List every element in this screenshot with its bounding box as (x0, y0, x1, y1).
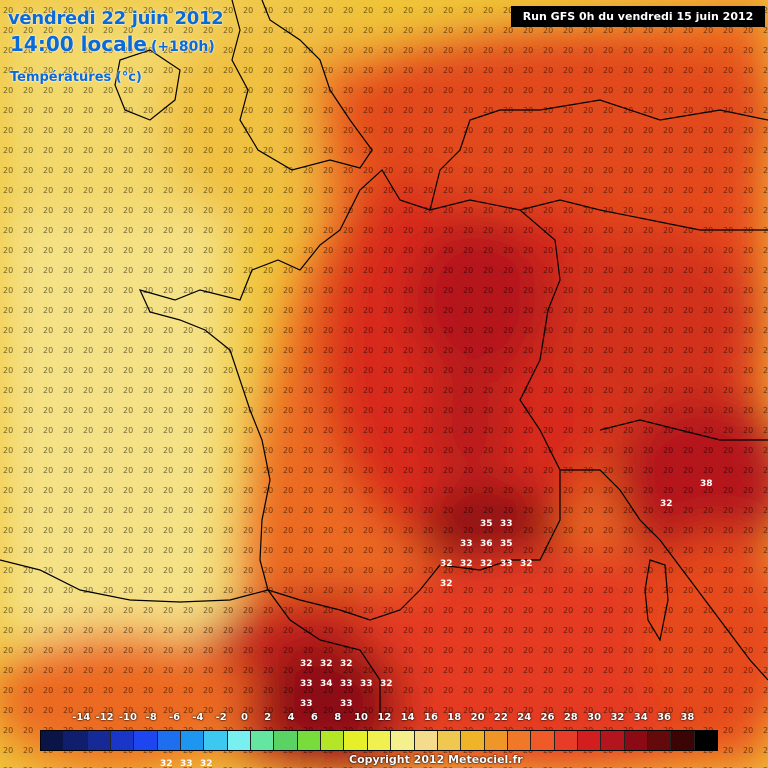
map-value: 32 (660, 499, 673, 509)
map-value: 32 (160, 759, 173, 768)
legend-label: -10 (118, 712, 137, 723)
legend-label: 34 (633, 712, 648, 723)
legend-label: 0 (240, 712, 248, 723)
legend-swatch (134, 731, 158, 750)
map-value: 33 (500, 519, 513, 529)
map-value: 32 (440, 579, 453, 589)
legend-swatch (297, 731, 322, 750)
legend-swatch (601, 731, 625, 750)
map-value: 34 (320, 679, 333, 689)
forecast-date: vendredi 22 juin 2012 (8, 8, 224, 29)
legend-label: -2 (215, 712, 227, 723)
legend-label: 36 (657, 712, 672, 723)
legend-swatch (251, 731, 275, 750)
legend-label: 22 (493, 712, 508, 723)
forecast-horizon: (+180h) (151, 39, 215, 55)
map-value: 33 (180, 759, 193, 768)
legend-swatch (507, 731, 532, 750)
map-value: 35 (500, 539, 513, 549)
map-value: 33 (460, 539, 473, 549)
legend-label: -8 (145, 712, 157, 723)
legend-swatch (111, 731, 135, 750)
coastlines (0, 0, 768, 720)
map-value: 38 (700, 479, 713, 489)
map-value: 33 (300, 699, 313, 709)
legend-label: 20 (470, 712, 485, 723)
map-value: 32 (480, 559, 493, 569)
legend-label: 24 (517, 712, 532, 723)
legend-swatch (671, 731, 695, 750)
legend-swatch (484, 731, 508, 750)
legend-swatch (647, 731, 672, 750)
hotspot-labels: 35 33 33 36 35 32 32 32 33 32 32 32 32 3… (160, 479, 713, 768)
legend-label: 14 (400, 712, 415, 723)
legend-swatch (321, 731, 345, 750)
legend-label: -12 (95, 712, 114, 723)
legend-label: 38 (680, 712, 695, 723)
run-info: Run GFS 0h du vendredi 15 juin 2012 (511, 6, 765, 27)
legend-label: 4 (287, 712, 295, 723)
map-value: 33 (500, 559, 513, 569)
legend-label: -14 (72, 712, 91, 723)
map-value: 33 (340, 679, 353, 689)
legend-swatch (694, 731, 717, 750)
map-value: 33 (340, 699, 353, 709)
map-value: 32 (380, 679, 393, 689)
legend-label: 12 (377, 712, 392, 723)
parameter-label: Températures (°c) (10, 70, 142, 85)
legend-swatch (531, 731, 555, 750)
legend-swatch (87, 731, 112, 750)
map-value: 32 (320, 659, 333, 669)
legend-swatch (41, 731, 65, 750)
copyright: Copyright 2012 Meteociel.fr (349, 753, 523, 766)
forecast-time-label: 14:00 locale (10, 32, 147, 56)
legend-swatch (157, 731, 182, 750)
legend-swatch (344, 731, 368, 750)
legend-label: -4 (192, 712, 204, 723)
legend-swatch (274, 731, 298, 750)
map-value: 36 (480, 539, 493, 549)
legend-label: 26 (540, 712, 555, 723)
map-value: 33 (360, 679, 373, 689)
color-scale (40, 730, 718, 751)
legend-swatch (461, 731, 485, 750)
map-value: 32 (200, 759, 213, 768)
legend-swatch (624, 731, 648, 750)
legend-label: -6 (168, 712, 181, 723)
legend-swatch (554, 731, 578, 750)
map-value: 33 (300, 679, 313, 689)
forecast-time: 14:00 locale (+180h) (10, 32, 215, 56)
legend-swatch (414, 731, 438, 750)
map-value: 32 (300, 659, 313, 669)
legend-label: 6 (310, 712, 318, 723)
legend-swatch (577, 731, 602, 750)
legend-label: 30 (587, 712, 602, 723)
map-value: 32 (520, 559, 533, 569)
legend-label: 18 (447, 712, 462, 723)
legend-swatch (437, 731, 462, 750)
legend-swatch (227, 731, 252, 750)
legend-label: 32 (610, 712, 625, 723)
map-value: 32 (340, 659, 353, 669)
legend-swatch (391, 731, 415, 750)
legend-label: 16 (423, 712, 438, 723)
map-value: 32 (460, 559, 473, 569)
legend-swatch (64, 731, 88, 750)
legend-label: 28 (563, 712, 578, 723)
legend-swatch (367, 731, 392, 750)
legend-label: 2 (264, 712, 272, 723)
legend-swatch (181, 731, 205, 750)
map-value: 32 (440, 559, 453, 569)
legend-label: 8 (334, 712, 342, 723)
legend-labels: -14 -12 -10 -8 -6 -4 -2 0 2 4 6 8 10 12 14 16 18 20 22 24 26… (40, 712, 728, 728)
map-value: 35 (480, 519, 493, 529)
legend-label: 10 (354, 712, 368, 723)
legend-swatch (204, 731, 228, 750)
